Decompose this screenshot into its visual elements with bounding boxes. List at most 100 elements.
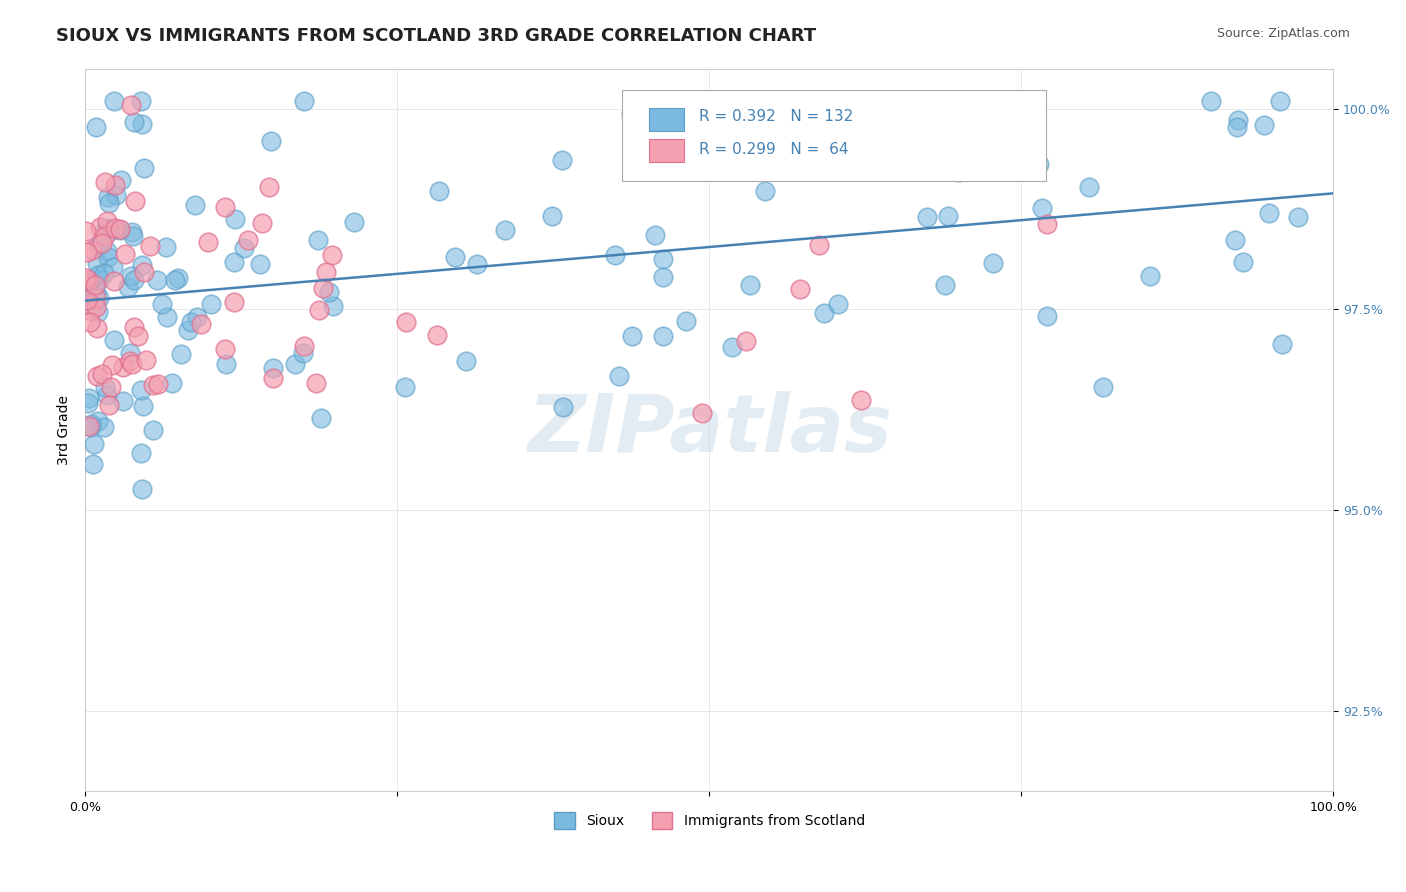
- Point: [1226, 113, 1249, 128]
- Point: [120, 98, 142, 112]
- Point: [84, 278, 107, 293]
- Point: [122, 319, 145, 334]
- Point: [80, 420, 103, 434]
- Point: [1253, 118, 1275, 132]
- Point: [754, 184, 776, 198]
- Point: [1226, 120, 1249, 134]
- Point: [150, 297, 173, 311]
- Point: [90, 235, 112, 250]
- Point: [93, 419, 115, 434]
- Point: [100, 380, 122, 394]
- Point: [155, 240, 177, 254]
- Point: [97, 195, 120, 210]
- Point: [1078, 180, 1101, 194]
- Point: [260, 134, 283, 148]
- Point: [89, 272, 111, 286]
- Point: [981, 256, 1004, 270]
- Point: [134, 264, 156, 278]
- Point: [495, 223, 517, 237]
- Point: [77, 277, 100, 292]
- Text: SIOUX VS IMMIGRANTS FROM SCOTLAND 3RD GRADE CORRELATION CHART: SIOUX VS IMMIGRANTS FROM SCOTLAND 3RD GR…: [56, 27, 817, 45]
- Point: [146, 273, 169, 287]
- Point: [936, 209, 959, 223]
- Point: [77, 273, 100, 287]
- Point: [129, 383, 152, 397]
- Point: [689, 125, 711, 139]
- Point: [76, 245, 98, 260]
- Point: [91, 367, 114, 381]
- Point: [734, 334, 756, 348]
- Point: [82, 243, 104, 257]
- Point: [249, 256, 271, 270]
- Point: [117, 280, 139, 294]
- Text: Source: ZipAtlas.com: Source: ZipAtlas.com: [1216, 27, 1350, 40]
- Point: [222, 254, 245, 268]
- Point: [163, 273, 186, 287]
- Point: [76, 293, 98, 307]
- Point: [541, 209, 564, 223]
- Text: ZIPatlas: ZIPatlas: [527, 391, 891, 469]
- Point: [96, 214, 118, 228]
- Point: [652, 252, 675, 266]
- Point: [321, 248, 343, 262]
- Point: [129, 94, 152, 108]
- Point: [86, 304, 108, 318]
- Point: [807, 237, 830, 252]
- Point: [94, 379, 117, 393]
- Point: [103, 333, 125, 347]
- Point: [120, 269, 142, 284]
- Point: [118, 354, 141, 368]
- Point: [112, 360, 135, 375]
- Point: [101, 358, 124, 372]
- Point: [233, 241, 256, 255]
- Point: [156, 310, 179, 324]
- Point: [80, 304, 103, 318]
- Point: [79, 315, 101, 329]
- Point: [77, 396, 100, 410]
- Point: [84, 285, 107, 299]
- Point: [690, 406, 713, 420]
- Point: [131, 117, 153, 131]
- Point: [948, 165, 970, 179]
- Point: [551, 153, 574, 167]
- Point: [444, 250, 467, 264]
- Point: [77, 276, 100, 290]
- Point: [142, 378, 165, 392]
- Point: [104, 221, 127, 235]
- Point: [318, 285, 340, 299]
- Point: [197, 235, 219, 249]
- Point: [395, 315, 418, 329]
- Point: [1092, 379, 1115, 393]
- Point: [87, 268, 110, 282]
- Point: [465, 257, 488, 271]
- Point: [83, 436, 105, 450]
- Point: [112, 394, 135, 409]
- Point: [1225, 233, 1247, 247]
- Point: [184, 198, 207, 212]
- Point: [644, 228, 666, 243]
- Point: [180, 315, 202, 329]
- Point: [76, 277, 98, 292]
- Point: [121, 357, 143, 371]
- Point: [224, 295, 246, 310]
- Point: [104, 187, 127, 202]
- Point: [915, 210, 938, 224]
- Point: [103, 94, 125, 108]
- Point: [1268, 94, 1291, 108]
- Point: [307, 233, 329, 247]
- Point: [603, 248, 626, 262]
- Point: [93, 266, 115, 280]
- Point: [236, 233, 259, 247]
- Point: [75, 224, 97, 238]
- Point: [96, 388, 118, 402]
- Text: R = 0.299   N =  64: R = 0.299 N = 64: [699, 142, 849, 157]
- Point: [75, 296, 97, 310]
- Point: [80, 417, 103, 431]
- Point: [1258, 206, 1281, 220]
- Point: [131, 482, 153, 496]
- Point: [121, 225, 143, 239]
- Point: [934, 278, 956, 293]
- Point: [312, 281, 335, 295]
- Point: [110, 222, 132, 236]
- Point: [86, 321, 108, 335]
